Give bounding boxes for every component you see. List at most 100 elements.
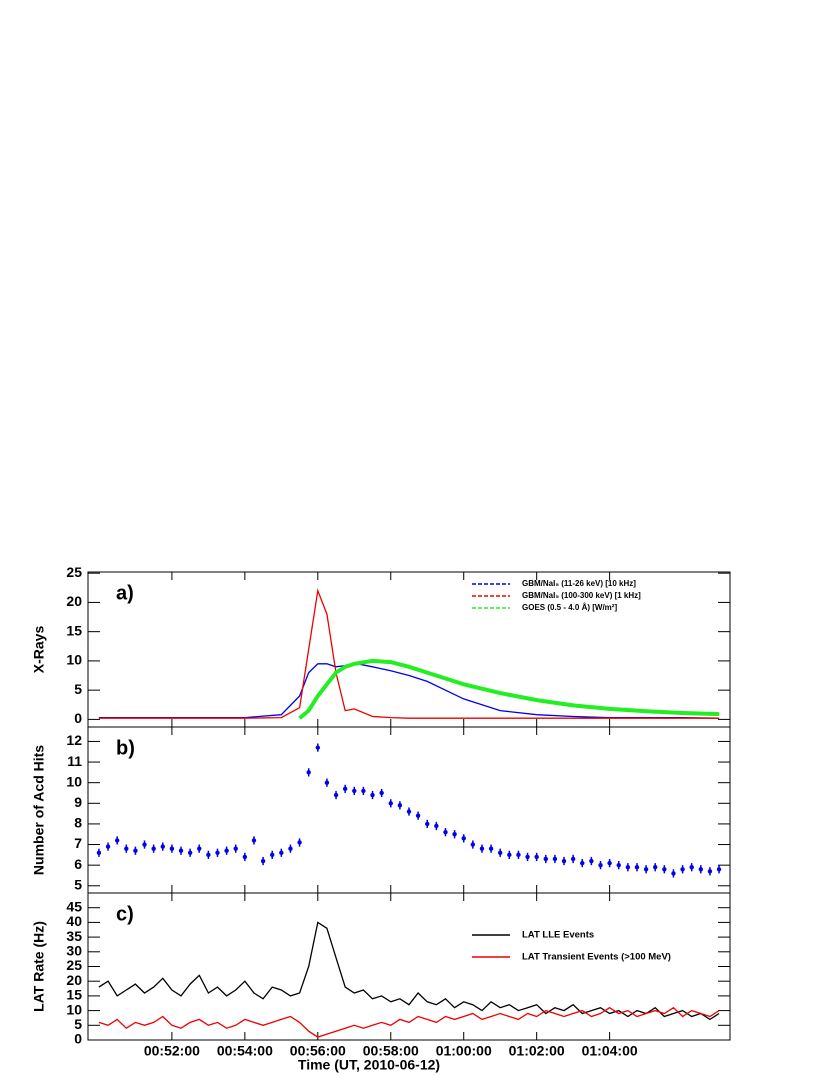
series-line bbox=[98, 921, 720, 1021]
x-tick-label: 01:00:00 bbox=[436, 1043, 492, 1059]
y-tick-label: 12 bbox=[66, 732, 82, 748]
data-point bbox=[634, 865, 640, 870]
y-tick-label: 8 bbox=[74, 815, 82, 831]
data-point bbox=[443, 829, 448, 835]
data-point bbox=[297, 840, 302, 845]
legend-label: LAT Transient Events (>100 MeV) bbox=[522, 952, 671, 963]
data-point bbox=[698, 867, 704, 872]
y-tick-label: 0 bbox=[74, 710, 82, 726]
y-tick-label: 35 bbox=[66, 928, 82, 944]
y-axis-label: Number of Acd Hits bbox=[31, 745, 47, 875]
y-tick-label: 10 bbox=[66, 773, 82, 789]
data-point bbox=[625, 865, 631, 870]
data-point bbox=[552, 856, 558, 862]
y-tick-label: 6 bbox=[74, 856, 82, 872]
y-axis-label: LAT Rate (Hz) bbox=[31, 921, 47, 1012]
legend-label: GOES (0.5 - 4.0 Å) [W/m²] bbox=[522, 603, 617, 612]
data-point bbox=[324, 780, 330, 785]
data-point bbox=[270, 852, 275, 858]
data-point bbox=[643, 867, 649, 872]
x-axis-label: Time (UT, 2010-06-12) bbox=[298, 1057, 440, 1073]
data-point bbox=[197, 846, 202, 851]
data-point bbox=[178, 848, 184, 853]
data-point bbox=[315, 745, 321, 750]
legend-label: LAT LLE Events bbox=[522, 930, 594, 941]
data-point bbox=[616, 862, 621, 868]
data-point bbox=[461, 836, 466, 841]
series-line bbox=[298, 658, 720, 720]
data-point bbox=[233, 846, 238, 851]
y-tick-label: 5 bbox=[74, 876, 82, 892]
data-point bbox=[570, 856, 576, 862]
data-point bbox=[497, 850, 503, 855]
data-point bbox=[406, 809, 412, 814]
x-tick-label: 00:52:00 bbox=[144, 1043, 200, 1059]
data-point bbox=[142, 842, 147, 847]
data-point bbox=[716, 867, 722, 872]
data-point bbox=[707, 869, 713, 874]
data-point bbox=[105, 844, 111, 849]
y-tick-label: 45 bbox=[66, 898, 82, 914]
data-point bbox=[653, 865, 658, 870]
data-point bbox=[114, 838, 120, 843]
data-point bbox=[516, 852, 521, 858]
data-point bbox=[187, 850, 193, 855]
y-tick-label: 7 bbox=[74, 835, 82, 851]
data-point bbox=[671, 871, 676, 876]
y-tick-label: 30 bbox=[66, 943, 82, 959]
data-point bbox=[370, 792, 375, 798]
data-point bbox=[333, 792, 339, 798]
data-point bbox=[379, 790, 384, 796]
data-point bbox=[589, 858, 594, 864]
data-point bbox=[607, 860, 612, 866]
y-tick-label: 15 bbox=[66, 987, 82, 1003]
data-point bbox=[434, 823, 439, 829]
data-point bbox=[415, 813, 421, 818]
data-point bbox=[133, 848, 138, 853]
plot-frame bbox=[87, 892, 731, 1041]
y-tick-label: 0 bbox=[74, 1031, 82, 1047]
data-point bbox=[561, 858, 567, 864]
data-point bbox=[342, 786, 348, 792]
y-tick-label: 40 bbox=[66, 913, 82, 929]
legend-label: GBM/NaI₅ (100-300 keV) [1 kHz] bbox=[522, 591, 641, 600]
y-tick-label: 15 bbox=[66, 622, 82, 638]
y-tick-label: 9 bbox=[74, 794, 82, 810]
data-point bbox=[580, 860, 585, 866]
y-tick-label: 20 bbox=[66, 972, 82, 988]
x-tick-label: 01:02:00 bbox=[509, 1043, 565, 1059]
data-point bbox=[96, 850, 102, 855]
y-tick-label: 25 bbox=[66, 957, 82, 973]
y-tick-label: 25 bbox=[66, 564, 82, 580]
y-tick-label: 10 bbox=[66, 1001, 82, 1017]
y-tick-label: 5 bbox=[74, 681, 82, 697]
y-tick-label: 5 bbox=[74, 1016, 82, 1032]
data-point bbox=[251, 838, 257, 843]
data-point bbox=[689, 865, 694, 870]
data-point bbox=[488, 846, 494, 851]
data-point bbox=[160, 844, 165, 849]
data-point bbox=[224, 848, 229, 853]
data-point bbox=[470, 842, 476, 847]
data-point bbox=[242, 854, 248, 860]
y-tick-label: 10 bbox=[66, 652, 82, 668]
x-tick-label: 00:56:00 bbox=[290, 1043, 346, 1059]
data-point bbox=[662, 867, 667, 872]
data-point bbox=[397, 803, 403, 808]
panel-label: a) bbox=[116, 582, 134, 604]
data-point bbox=[452, 832, 457, 837]
data-point bbox=[206, 852, 211, 858]
data-point bbox=[260, 858, 266, 864]
data-point bbox=[425, 821, 430, 827]
x-tick-label: 00:58:00 bbox=[363, 1043, 419, 1059]
data-point bbox=[680, 867, 685, 872]
data-point bbox=[169, 846, 175, 851]
panel-label: c) bbox=[116, 903, 134, 925]
data-point bbox=[306, 770, 311, 775]
data-point bbox=[288, 846, 293, 851]
y-axis-label: X-Rays bbox=[31, 626, 47, 674]
data-point bbox=[124, 846, 129, 851]
x-tick-label: 01:04:00 bbox=[582, 1043, 638, 1059]
data-point bbox=[507, 852, 512, 858]
